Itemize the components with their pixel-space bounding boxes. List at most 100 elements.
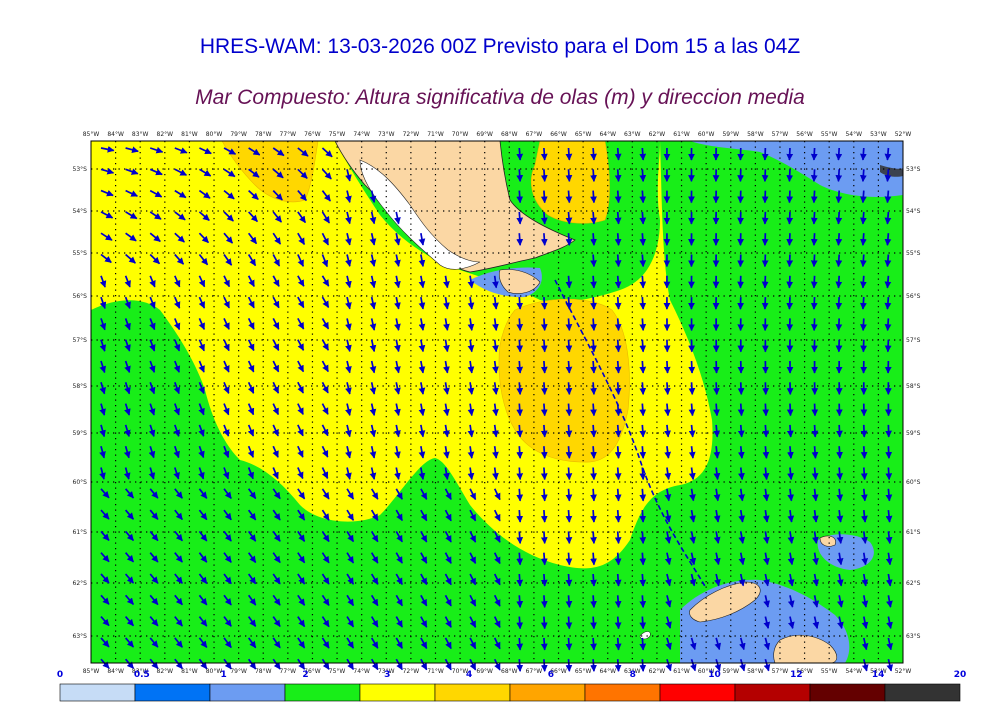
wave-arrow <box>247 339 255 352</box>
wave-arrow <box>321 147 333 158</box>
wave-arrow <box>664 531 672 544</box>
wave-arrow <box>860 488 868 502</box>
wave-arrow <box>884 211 892 225</box>
colorbar-tick-label: 0.5 <box>134 670 150 680</box>
wave-arrow <box>737 424 745 438</box>
wave-arrow <box>811 467 819 481</box>
wave-arrow <box>787 467 794 481</box>
longitude-label: 83°W <box>132 131 149 138</box>
wave-arrow <box>444 637 452 650</box>
wave-arrow <box>345 211 352 225</box>
longitude-label: 58°W <box>747 131 764 138</box>
wave-direction-arrows <box>99 145 894 672</box>
longitude-label: 72°W <box>403 668 420 675</box>
wave-arrow <box>639 275 647 289</box>
wave-arrow <box>787 488 795 502</box>
wave-arrow <box>614 552 622 566</box>
wave-arrow <box>123 467 131 480</box>
wave-arrow <box>516 446 524 459</box>
wave-arrow <box>859 254 867 268</box>
wave-arrow <box>860 446 868 459</box>
wave-arrow <box>516 467 524 481</box>
wave-arrow <box>149 658 159 669</box>
wave-arrow <box>762 424 770 438</box>
wave-arrow <box>272 318 280 330</box>
wave-arrow <box>272 254 281 267</box>
wave-arrow <box>739 658 746 672</box>
wave-arrow <box>222 445 230 459</box>
wave-arrow <box>100 145 115 153</box>
wave-arrow <box>198 253 209 266</box>
wave-arrow <box>540 446 548 459</box>
wave-arrow <box>469 488 477 501</box>
wave-arrow <box>223 594 232 606</box>
wave-arrow <box>272 190 283 201</box>
wave-arrow <box>394 275 401 289</box>
wave-arrow <box>614 190 622 204</box>
wave-arrow <box>198 318 206 331</box>
wave-arrow <box>394 233 401 246</box>
wave-arrow <box>516 297 524 310</box>
wave-arrow <box>590 659 597 672</box>
wave-arrow <box>345 339 352 353</box>
wave-arrow <box>222 467 230 480</box>
colorbar-swatch <box>509 683 586 702</box>
wave-arrow <box>223 147 237 155</box>
wave-arrow <box>492 275 499 289</box>
wave-arrow <box>321 637 330 649</box>
wave-arrow <box>346 594 355 607</box>
wave-arrow <box>149 637 159 648</box>
wave-arrow <box>394 318 401 331</box>
longitude-label: 65°W <box>575 668 592 675</box>
wave-arrow <box>810 169 818 182</box>
wave-arrow <box>272 147 285 157</box>
wave-arrow <box>738 467 745 481</box>
wave-arrow <box>370 616 379 628</box>
wave-arrow <box>836 595 844 608</box>
wave-arrow <box>590 339 597 353</box>
wave-arrow <box>443 318 450 331</box>
wave-arrow <box>124 552 135 563</box>
wave-arrow <box>859 169 867 182</box>
colorbar-tick-label: 8 <box>630 670 636 680</box>
wave-arrow <box>639 339 647 353</box>
colorbar-tick-label: 6 <box>548 670 554 680</box>
chart-subtitle: Mar Compuesto: Altura significativa de o… <box>195 86 805 109</box>
wave-arrow <box>763 595 770 608</box>
longitude-label: 60°W <box>698 668 715 675</box>
wave-arrow <box>345 360 352 374</box>
colorbar-tick-label: 10 <box>708 670 721 680</box>
wave-arrow <box>516 573 524 587</box>
wave-arrow <box>565 233 573 246</box>
wave-arrow <box>493 658 501 671</box>
wave-arrow <box>124 424 131 438</box>
wave-arrow <box>149 189 163 198</box>
latitude-label: 54°S <box>73 208 88 215</box>
wave-arrow <box>467 339 475 353</box>
wave-arrow <box>369 382 377 395</box>
wave-arrow <box>590 467 597 481</box>
wave-arrow <box>614 510 622 523</box>
longitude-label: 71°W <box>427 668 444 675</box>
wave-arrow <box>713 382 720 395</box>
wave-arrow <box>369 254 377 267</box>
wave-arrow <box>665 616 672 629</box>
wave-arrow <box>198 381 205 395</box>
wave-arrow <box>516 233 524 246</box>
wave-arrow <box>812 552 819 566</box>
wave-arrow <box>345 446 352 459</box>
wave-arrow <box>516 424 524 438</box>
wave-arrow <box>885 552 893 566</box>
wave-arrow <box>614 616 622 630</box>
wave-arrow <box>590 510 597 523</box>
wave-arrow <box>174 573 183 584</box>
wave-arrow <box>124 296 131 309</box>
wave-arrow <box>174 211 186 221</box>
longitude-label: 81°W <box>181 131 198 138</box>
wave-arrow <box>272 616 281 628</box>
longitude-label: 59°W <box>722 131 739 138</box>
wave-arrow <box>665 637 672 651</box>
wave-arrow <box>420 509 428 522</box>
wave-arrow <box>614 382 622 395</box>
wave-arrow <box>688 403 696 417</box>
